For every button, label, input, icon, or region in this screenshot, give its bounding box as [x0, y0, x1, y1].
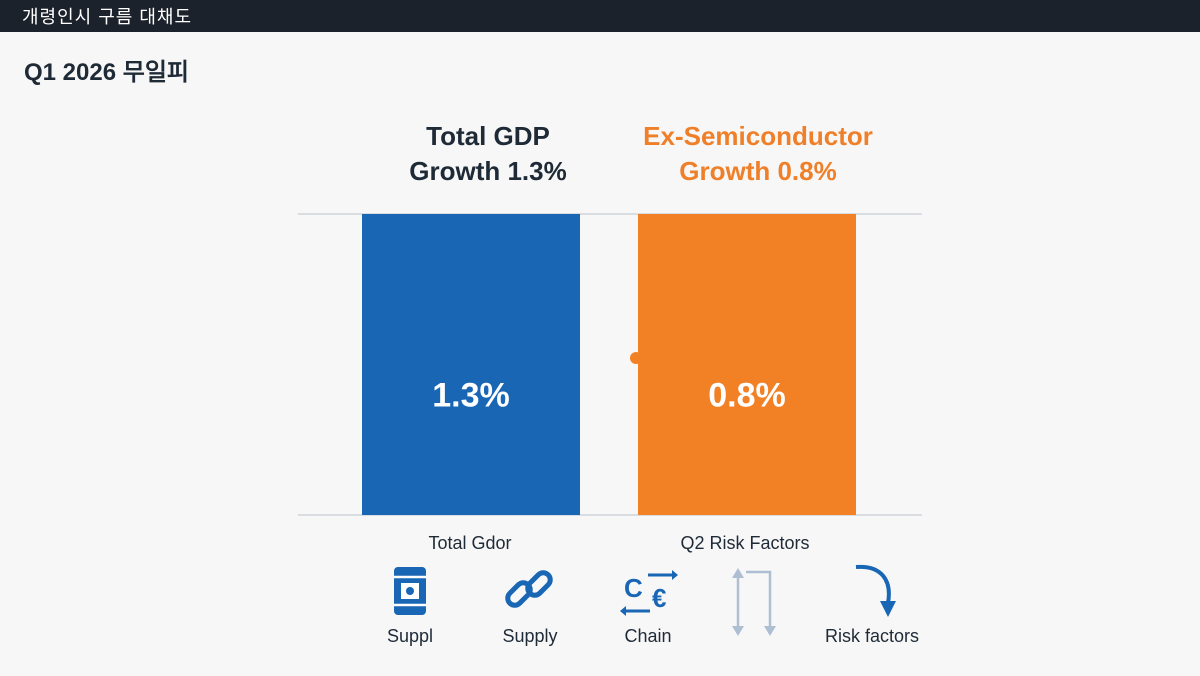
- data-label-ex-semiconductor: 0.8%: [708, 377, 786, 415]
- svg-text:C: C: [624, 573, 643, 603]
- x-label-risk-factors: Q2 Risk Factors: [680, 533, 810, 553]
- risk-label-chain: Chain: [624, 626, 672, 646]
- risk-label-suppl: Suppl: [386, 626, 434, 646]
- bar-total-gdp: [362, 214, 580, 515]
- headline-total-line1: Total GDP: [426, 121, 550, 151]
- x-label-total: Total Gdor: [428, 533, 512, 553]
- risk-factor-row: Suppl Supply C € Chain: [0, 560, 1200, 660]
- currency-exchange-icon: C €: [620, 570, 678, 616]
- page-title: Q1 2026 무일피: [24, 59, 189, 86]
- headline-total-line2: Growth 1.3%: [409, 156, 567, 186]
- window-title: 개령인시 구름 대채도: [22, 7, 193, 27]
- headline-ex-line2: Growth 0.8%: [679, 156, 837, 186]
- risk-label-supply: Supply: [502, 626, 558, 646]
- risk-item-risk-factors: Risk factors: [812, 560, 932, 647]
- risk-label-risk-factors: Risk factors: [824, 626, 920, 646]
- risk-item-suppl: Suppl: [370, 560, 450, 647]
- window-title-bar: 개령인시 구름 대채도: [0, 0, 1200, 32]
- headline-ex-line1: Ex-Semiconductor: [643, 121, 873, 151]
- bar-ex-semiconductor: [638, 214, 856, 515]
- svg-text:€: €: [652, 583, 666, 613]
- risk-item-chain: C € Chain: [608, 560, 688, 647]
- chain-link-icon: [505, 570, 553, 608]
- risk-item-flow: [714, 560, 794, 644]
- headline-total-gdp: Total GDP Growth 1.3%: [388, 119, 588, 189]
- curved-arrow-down-icon: [855, 564, 896, 617]
- oil-barrel-icon: [394, 567, 426, 615]
- headline-ex-semiconductor: Ex-Semiconductor Growth 0.8%: [628, 119, 888, 189]
- flow-arrows-icon: [732, 568, 776, 636]
- accent-dot: [630, 352, 642, 364]
- data-label-total-gdp: 1.3%: [432, 377, 510, 415]
- risk-item-supply: Supply: [490, 560, 570, 647]
